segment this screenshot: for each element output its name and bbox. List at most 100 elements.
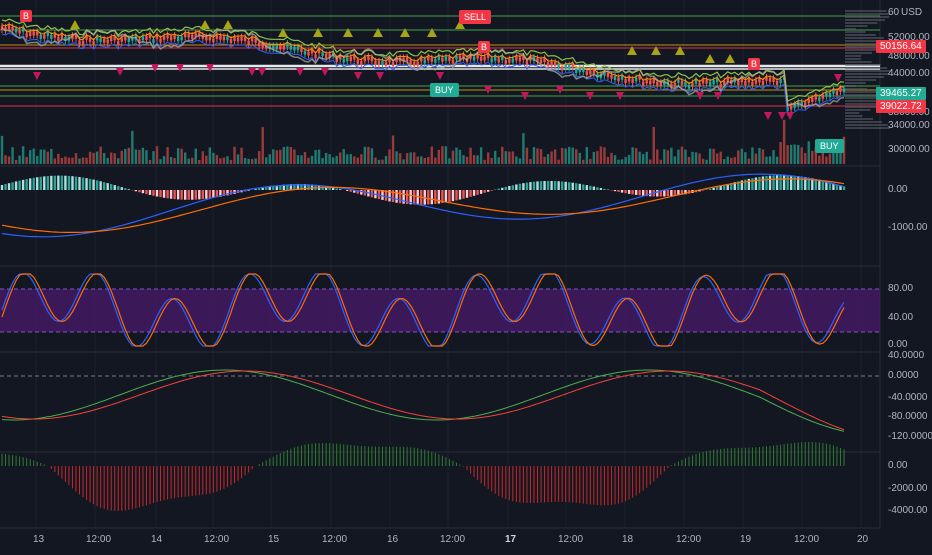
macd-histogram-bar xyxy=(8,183,10,190)
volume-bar xyxy=(40,149,42,164)
volume-bar xyxy=(610,153,612,164)
volume-profile-bar xyxy=(845,67,887,69)
volume-bar xyxy=(737,150,739,164)
volume-profile-bar xyxy=(845,16,889,18)
volume-profile-bar xyxy=(845,61,872,63)
volume-bar xyxy=(614,155,616,164)
candle-body xyxy=(417,62,419,66)
candle-body xyxy=(237,37,239,41)
macd-histogram-bar xyxy=(427,190,429,204)
macd-histogram-bar xyxy=(628,190,630,194)
candle-body xyxy=(427,57,429,61)
volume-bar xyxy=(22,146,24,164)
macd-histogram-bar xyxy=(96,180,98,190)
candle-body xyxy=(575,69,577,73)
macd-histogram-bar xyxy=(434,190,436,204)
volume-bar xyxy=(579,153,581,164)
candle-body xyxy=(822,95,824,99)
volume-profile-bar xyxy=(845,115,862,117)
volume-bar xyxy=(663,149,665,164)
volume-profile-bar xyxy=(845,112,859,114)
candle-body xyxy=(621,76,623,80)
macd-histogram-bar xyxy=(15,181,17,190)
macd-histogram-bar xyxy=(751,178,753,190)
macd-histogram-bar xyxy=(262,188,264,190)
macd-histogram-bar xyxy=(550,181,552,190)
volume-bar xyxy=(128,148,130,164)
macd-histogram-bar xyxy=(205,190,207,199)
b-marker[interactable]: B xyxy=(748,58,760,70)
candle-body xyxy=(483,56,485,60)
volume-bar xyxy=(469,148,471,164)
b-marker[interactable]: B xyxy=(20,10,32,22)
macd-histogram-bar xyxy=(603,189,605,190)
volume-bar xyxy=(642,154,644,164)
volume-bar xyxy=(195,149,197,164)
candle-body xyxy=(674,83,676,87)
macd-histogram-bar xyxy=(617,190,619,192)
candle-body xyxy=(494,57,496,61)
sell-signal-label[interactable]: SELL xyxy=(459,10,491,24)
candle-body xyxy=(448,57,450,61)
candle-body xyxy=(251,37,253,41)
candle-body xyxy=(839,88,841,92)
macd-histogram-bar xyxy=(346,190,348,191)
volume-bar xyxy=(290,147,292,164)
candle-body xyxy=(216,35,218,39)
volume-bar xyxy=(99,147,101,164)
candle-body xyxy=(473,56,475,60)
macd-histogram-bar xyxy=(184,190,186,200)
candle-body xyxy=(748,78,750,82)
candle-body xyxy=(779,79,781,83)
macd-histogram-bar xyxy=(64,176,66,190)
volume-bar xyxy=(202,151,204,164)
candle-body xyxy=(684,81,686,85)
volume-bar xyxy=(691,152,693,164)
b-marker[interactable]: B xyxy=(478,41,490,53)
candle-body xyxy=(36,31,38,35)
macd-histogram-bar xyxy=(779,175,781,190)
time-axis-tick: 18 xyxy=(622,534,633,546)
volume-bar xyxy=(149,160,151,164)
macd-histogram-bar xyxy=(68,176,70,190)
candle-body xyxy=(15,28,17,32)
volume-bar xyxy=(332,157,334,164)
volume-profile-bar xyxy=(845,25,867,27)
candle-body xyxy=(343,59,345,63)
buy-signal-label[interactable]: BUY xyxy=(430,83,459,97)
candle-body xyxy=(586,71,588,75)
candle-body xyxy=(191,35,193,39)
volume-bar xyxy=(64,156,66,164)
buy-signal-label[interactable]: BUY xyxy=(815,139,844,153)
macd-histogram-bar xyxy=(124,188,126,190)
volume-bar xyxy=(311,156,313,164)
volume-bar xyxy=(730,158,732,164)
candle-body xyxy=(166,34,168,38)
volume-bar xyxy=(459,150,461,164)
volume-bar xyxy=(441,146,443,164)
macd-histogram-bar xyxy=(783,175,785,190)
volume-profile-bar xyxy=(845,13,890,15)
volume-bar xyxy=(360,154,362,164)
macd-histogram-bar xyxy=(765,176,767,190)
volume-bar xyxy=(8,157,10,164)
volume-bar xyxy=(712,149,714,164)
volume-bar xyxy=(103,153,105,164)
volume-bar xyxy=(476,155,478,164)
volume-bar xyxy=(283,147,285,164)
volume-bar xyxy=(526,148,528,164)
volume-bar xyxy=(653,127,655,164)
macd-histogram-bar xyxy=(152,190,154,196)
candle-body xyxy=(230,39,232,43)
stoch-axis-tick: 80.00 xyxy=(888,283,913,295)
macd-histogram-bar xyxy=(71,176,73,190)
macd-histogram-bar xyxy=(61,176,63,190)
candle-body xyxy=(11,27,13,31)
volume-bar xyxy=(783,120,785,164)
volume-bar xyxy=(399,153,401,164)
osc-axis-tick: -40.0000 xyxy=(888,392,927,404)
candle-body xyxy=(656,82,658,86)
candle-body xyxy=(540,59,542,63)
